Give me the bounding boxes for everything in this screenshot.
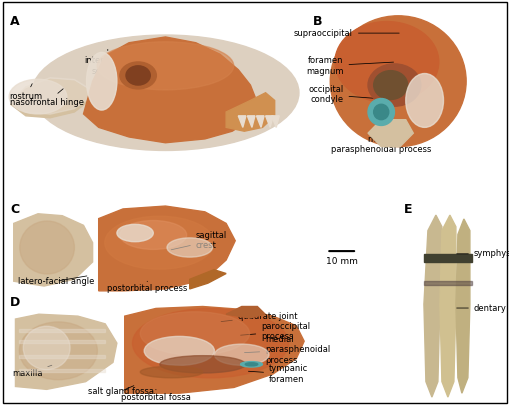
Ellipse shape — [87, 52, 117, 110]
Bar — [423, 254, 471, 262]
Text: dentary: dentary — [456, 303, 506, 313]
Ellipse shape — [117, 224, 153, 242]
Polygon shape — [14, 214, 93, 286]
Ellipse shape — [9, 79, 67, 114]
Ellipse shape — [367, 64, 420, 106]
Polygon shape — [271, 116, 279, 127]
Polygon shape — [125, 307, 303, 393]
Text: 10 mm: 10 mm — [325, 257, 357, 266]
Polygon shape — [455, 219, 469, 393]
Ellipse shape — [126, 66, 150, 85]
Ellipse shape — [334, 21, 438, 102]
Text: salt gland fossa: salt gland fossa — [88, 386, 154, 396]
Bar — [19, 355, 105, 358]
Circle shape — [373, 104, 388, 120]
Text: symphysis: symphysis — [456, 249, 509, 258]
Ellipse shape — [330, 16, 465, 147]
Ellipse shape — [140, 366, 203, 378]
Text: B: B — [313, 15, 322, 28]
Polygon shape — [11, 78, 90, 114]
Ellipse shape — [166, 238, 212, 257]
Bar — [19, 340, 105, 343]
Polygon shape — [238, 116, 245, 127]
Polygon shape — [225, 307, 265, 318]
Ellipse shape — [104, 216, 214, 269]
Ellipse shape — [132, 309, 288, 378]
Ellipse shape — [20, 221, 74, 274]
Ellipse shape — [159, 356, 245, 373]
Polygon shape — [15, 314, 117, 389]
Circle shape — [367, 98, 393, 126]
Polygon shape — [11, 79, 90, 118]
Text: A: A — [10, 15, 20, 28]
Polygon shape — [99, 206, 235, 291]
Polygon shape — [256, 116, 264, 127]
Text: latero-facial angle: latero-facial angle — [18, 276, 94, 286]
Bar — [19, 329, 105, 332]
Bar — [423, 281, 471, 285]
Ellipse shape — [373, 70, 407, 100]
Polygon shape — [247, 116, 254, 127]
Text: nasofrontal hinge: nasofrontal hinge — [10, 89, 84, 107]
Polygon shape — [265, 116, 273, 127]
Ellipse shape — [120, 220, 186, 249]
Ellipse shape — [144, 337, 214, 365]
Text: supraoccipital: supraoccipital — [293, 29, 399, 38]
Text: C: C — [10, 203, 19, 216]
Ellipse shape — [214, 344, 269, 365]
Polygon shape — [225, 93, 274, 131]
Ellipse shape — [97, 42, 233, 90]
Polygon shape — [367, 120, 412, 147]
Circle shape — [245, 363, 257, 366]
Text: rostrum: rostrum — [9, 84, 42, 101]
Text: parietal: parietal — [143, 80, 175, 97]
Polygon shape — [439, 215, 455, 397]
Text: E: E — [403, 203, 412, 216]
Text: quadrate joint: quadrate joint — [221, 311, 297, 322]
Text: postorbital process: postorbital process — [107, 281, 187, 294]
Text: tympanic
foramen: tympanic foramen — [248, 364, 308, 384]
Text: frontal: frontal — [100, 84, 127, 101]
Ellipse shape — [23, 326, 70, 370]
Text: medial
parasphenoidal process: medial parasphenoidal process — [330, 127, 431, 154]
Ellipse shape — [140, 312, 249, 355]
Text: medial
parasphenoidal
process: medial parasphenoidal process — [244, 335, 330, 365]
Text: maxilla: maxilla — [12, 365, 52, 378]
Text: temporal fossa: temporal fossa — [174, 88, 249, 107]
Text: postorbital fossa: postorbital fossa — [121, 389, 190, 402]
Text: D: D — [10, 296, 20, 309]
Ellipse shape — [120, 62, 156, 89]
Bar — [19, 369, 105, 372]
Polygon shape — [423, 215, 441, 397]
Polygon shape — [189, 270, 225, 289]
Text: foramen
magnum: foramen magnum — [305, 56, 393, 75]
Ellipse shape — [405, 74, 443, 127]
Circle shape — [240, 362, 262, 367]
Text: sagittal
crest: sagittal crest — [171, 231, 227, 250]
Text: occipital
condyle: occipital condyle — [307, 85, 374, 104]
Ellipse shape — [19, 322, 97, 380]
Text: interorbital
septum: interorbital septum — [84, 49, 131, 75]
Ellipse shape — [32, 35, 298, 150]
Text: paroccipital
process: paroccipital process — [240, 322, 310, 341]
Polygon shape — [83, 37, 256, 143]
